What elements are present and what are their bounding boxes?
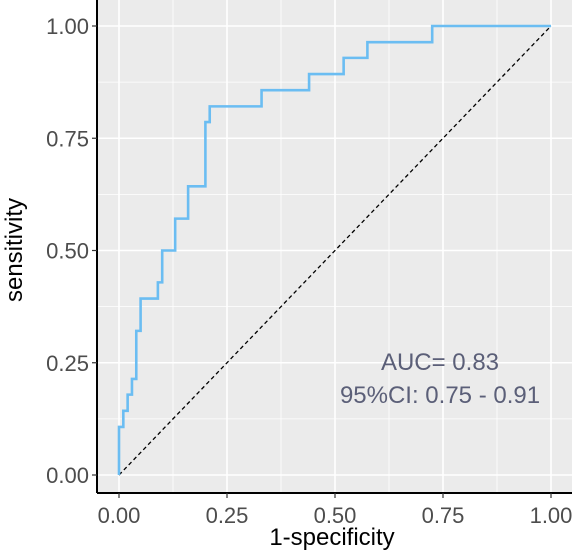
x-tick-label: 0.00 xyxy=(98,503,141,528)
y-axis-title: sensitivity xyxy=(1,198,28,302)
auc-annotation: AUC= 0.83 xyxy=(381,349,499,376)
x-tick-label: 0.75 xyxy=(422,503,465,528)
grid-lines xyxy=(97,0,572,493)
x-axis-title: 1-specificity xyxy=(269,524,394,551)
y-tick-label: 0.25 xyxy=(46,351,89,376)
ci-annotation: 95%CI: 0.75 - 0.91 xyxy=(340,382,540,409)
x-tick-label: 1.00 xyxy=(530,503,573,528)
data-layer xyxy=(117,24,552,476)
y-tick-label: 0.50 xyxy=(46,239,89,264)
y-tick-label: 0.75 xyxy=(46,126,89,151)
reference-diagonal-line xyxy=(118,25,552,476)
y-tick-label: 1.00 xyxy=(46,14,89,39)
x-tick-label: 0.25 xyxy=(206,503,249,528)
roc-curve-line xyxy=(117,24,551,475)
x-tick-label: 0.50 xyxy=(314,503,357,528)
tick-labels: 0.00 0.25 0.50 0.75 1.00 0.00 0.25 0.50 0.75 1.00 xyxy=(46,14,572,528)
y-tick-label: 0.00 xyxy=(46,463,89,488)
